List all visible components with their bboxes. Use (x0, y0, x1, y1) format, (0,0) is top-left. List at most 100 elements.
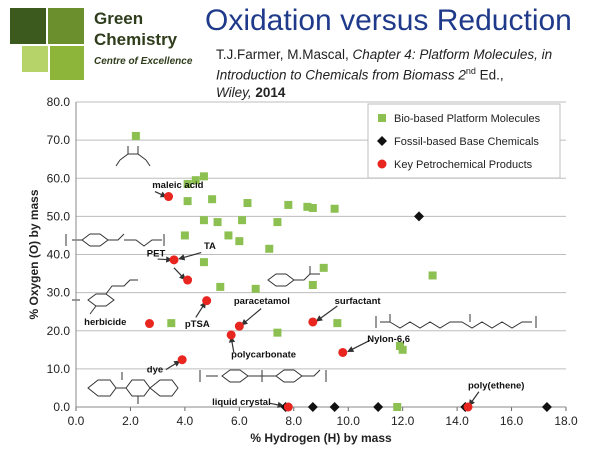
petro-point (169, 255, 179, 265)
bio-point (319, 263, 328, 272)
polycarbonate-structure (199, 369, 327, 383)
x-tick-label: 4.0 (177, 414, 194, 428)
x-axis-label: % Hydrogen (H) by mass (250, 431, 392, 445)
arrow-head (346, 346, 355, 352)
citation: T.J.Farmer, M.Mascal, Chapter 4: Platfor… (216, 46, 596, 101)
bio-point (273, 328, 282, 337)
legend: Bio-based Platform Molecules Fossil-based… (367, 103, 561, 179)
petro-point (164, 192, 174, 202)
legend-marker (378, 114, 386, 122)
petro-point (202, 296, 212, 306)
legend-box (367, 103, 561, 179)
petro-point (177, 355, 187, 365)
logo-square-2 (48, 8, 84, 44)
annotation-label: surfactant (335, 296, 382, 307)
bio-point (180, 231, 189, 240)
logo-line-centre: Centre of Excellence (94, 56, 193, 67)
citation-authors: T.J.Farmer, M.Mascal, (216, 47, 353, 62)
legend-label: Fossil-based Base Chemicals (394, 136, 539, 148)
bio-point (191, 176, 200, 185)
annotation-label: maleic acid (152, 180, 203, 191)
arrow-head (173, 360, 181, 367)
x-tick-label: 14.0 (445, 414, 469, 428)
legend-marker (377, 136, 387, 146)
annotation-label: dye (147, 365, 163, 376)
fossil-point (373, 402, 384, 412)
citation-sup: nd (465, 66, 476, 76)
bio-point (213, 218, 222, 227)
petro-point (145, 319, 154, 329)
citation-chapter: Chapter 4: Platform Molecules, in Introd… (216, 47, 553, 83)
bio-point (199, 216, 208, 225)
dye-structure (87, 372, 179, 404)
bio-point (393, 403, 402, 411)
annotation-label: paracetamol (234, 296, 290, 307)
annotation-label: PET (147, 248, 166, 259)
logo-square-4 (50, 46, 84, 80)
logo-square-1 (10, 8, 46, 44)
annotation-label: pTSA (185, 319, 210, 330)
arrow-head (166, 256, 173, 263)
y-tick-label: 30.0 (47, 286, 71, 300)
annotation-label: polycarbonate (231, 349, 296, 360)
y-tick-label: 0.0 (53, 400, 70, 414)
x-tick-label: 2.0 (122, 414, 139, 428)
bio-point (183, 197, 192, 206)
y-axis-label: % Oxygen (O) by mass (27, 189, 41, 319)
bio-point (199, 172, 208, 181)
petro-point (234, 321, 244, 331)
bio-point (167, 319, 176, 328)
bio-point (330, 204, 339, 213)
x-tick-label: 10.0 (337, 414, 361, 428)
bio-point (243, 199, 252, 208)
bio-point (284, 200, 293, 209)
y-tick-label: 80.0 (47, 95, 71, 109)
legend-marker (377, 159, 387, 169)
nylon-structure (375, 314, 537, 329)
bio-point (303, 202, 312, 211)
petro-point (308, 317, 318, 327)
bio-point (183, 179, 192, 188)
annotation-label: liquid crystal (212, 397, 271, 408)
molecule-structures (65, 146, 537, 404)
logo-line-chemistry: Chemistry (94, 30, 178, 49)
bio-point (265, 244, 274, 253)
arrow-head (241, 318, 248, 326)
legend-label: Bio-based Platform Molecules (394, 113, 541, 125)
slide-title: Oxidation versus Reduction (205, 4, 572, 37)
annotation-label: poly(ethene) (468, 381, 524, 392)
y-tick-label: 60.0 (47, 171, 71, 185)
citation-edition: Ed., (475, 67, 504, 83)
bio-point (199, 258, 208, 267)
bio-point (208, 195, 217, 204)
y-tick-label: 20.0 (47, 324, 71, 338)
axis-layer: 0.0 10.0 20.0 30.0 40.0 50.0 60.0 70.0 80.0 0.0 2.… (27, 95, 578, 445)
bio-point (308, 203, 317, 212)
bio-point (428, 271, 437, 280)
herbicide-structure (72, 279, 138, 315)
bio-point (308, 281, 317, 289)
bio-point (333, 319, 342, 328)
x-tick-label: 0.0 (68, 414, 85, 428)
bio-point (251, 284, 260, 293)
petro-point (338, 347, 348, 357)
annotation-arrows (154, 191, 480, 408)
maleic-acid-structure (115, 146, 151, 167)
x-tick-label: 6.0 (231, 414, 248, 428)
data-points (131, 131, 552, 412)
arrow-head (315, 315, 323, 322)
annotation-label: Nylon-6,6 (367, 334, 410, 345)
citation-year: 2014 (255, 84, 286, 100)
bio-point (235, 237, 244, 246)
petro-point (283, 402, 293, 412)
arrow-head (178, 254, 186, 261)
bio-point (216, 282, 225, 291)
bio-point (131, 131, 140, 140)
citation-publisher: Wiley, (216, 84, 256, 100)
pet-structure (65, 233, 165, 247)
annotation-label: herbicide (84, 317, 126, 328)
x-tick-label: 18.0 (554, 414, 578, 428)
petro-point (183, 275, 193, 285)
bio-point (273, 218, 282, 227)
